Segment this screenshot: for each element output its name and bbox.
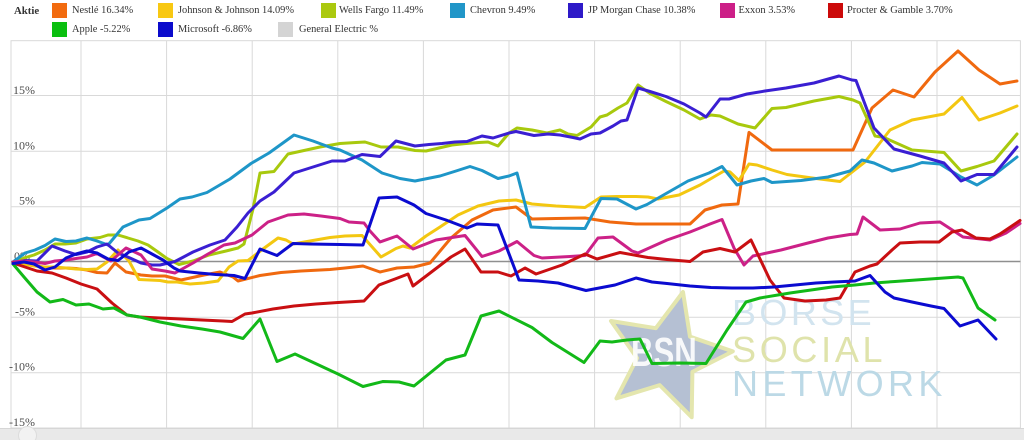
svg-text:5%: 5%	[19, 194, 35, 208]
svg-text:NETWORK: NETWORK	[732, 363, 947, 404]
svg-text:10%: 10%	[13, 138, 35, 152]
svg-text:-15%: -15%	[9, 415, 35, 429]
svg-text:-5%: -5%	[15, 304, 35, 318]
svg-text:BSN: BSN	[631, 329, 697, 375]
svg-text:-10%: -10%	[9, 360, 35, 374]
svg-text:15%: 15%	[13, 83, 35, 97]
svg-text:BORSE: BORSE	[732, 292, 875, 333]
svg-text:SOCIAL: SOCIAL	[732, 329, 886, 370]
